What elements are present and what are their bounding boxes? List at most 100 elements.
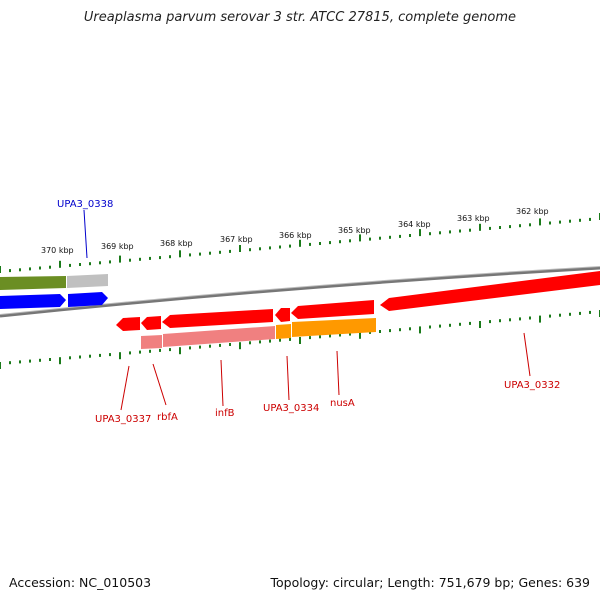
gene-upa3-0337[interactable] — [116, 317, 140, 331]
minor-tick — [319, 242, 321, 245]
leader-upa3-0334 — [286, 355, 290, 401]
major-tick — [359, 331, 361, 339]
gene-blue-a[interactable] — [0, 294, 66, 309]
minor-tick — [139, 257, 141, 261]
minor-tick — [429, 232, 431, 236]
minor-tick — [449, 230, 451, 234]
minor-tick — [399, 234, 401, 238]
gene-infb[interactable] — [162, 309, 273, 328]
kbp-label-366: 366 kbp — [279, 231, 312, 240]
kbp-label-369: 369 kbp — [101, 242, 134, 251]
minor-tick — [189, 253, 191, 257]
minor-tick — [439, 324, 441, 328]
leader-rbfa — [152, 363, 167, 406]
label-upa3-0334[interactable]: UPA3_0334 — [263, 403, 319, 414]
outer-tick-ruler — [0, 213, 600, 273]
minor-tick — [89, 262, 91, 266]
minor-tick — [589, 310, 591, 314]
minor-tick — [69, 356, 71, 360]
gene-orange-bar-b — [292, 318, 376, 337]
minor-tick — [169, 255, 171, 259]
gene-nusa[interactable] — [291, 300, 374, 319]
minor-tick — [529, 316, 531, 320]
minor-tick — [509, 225, 511, 229]
kbp-label-365: 365 kbp — [338, 226, 371, 235]
minor-tick — [589, 217, 591, 221]
major-tick — [179, 347, 181, 355]
kbp-label-group: 370 kbp 369 kbp 368 kbp 367 kbp 366 kbp … — [41, 207, 549, 255]
minor-tick — [9, 361, 11, 365]
major-tick — [419, 229, 421, 237]
kbp-label-368: 368 kbp — [160, 239, 193, 248]
kbp-label-370: 370 kbp — [41, 246, 74, 255]
minor-tick — [189, 346, 191, 350]
gene-upa3-0334[interactable] — [275, 308, 290, 322]
minor-tick — [329, 241, 331, 245]
minor-tick — [129, 351, 131, 355]
label-nusa[interactable]: nusA — [330, 398, 355, 409]
minor-tick — [139, 350, 141, 354]
minor-tick — [499, 226, 501, 229]
reverse-strand-genes — [116, 271, 600, 349]
label-rbfa[interactable]: rbfA — [157, 412, 178, 423]
minor-tick — [489, 226, 491, 230]
leader-upa3-0332 — [523, 332, 531, 377]
kbp-label-367: 367 kbp — [220, 235, 253, 244]
minor-tick — [309, 336, 311, 340]
label-upa3-0337[interactable]: UPA3_0337 — [95, 414, 151, 425]
gene-blue-b[interactable] — [68, 292, 108, 307]
minor-tick — [9, 269, 11, 273]
minor-tick — [229, 249, 231, 253]
minor-tick — [349, 332, 351, 336]
backbone-highlight — [0, 266, 600, 315]
minor-tick — [429, 325, 431, 329]
minor-tick — [289, 244, 291, 248]
minor-tick — [409, 234, 411, 237]
minor-tick — [389, 235, 391, 239]
minor-tick — [549, 221, 551, 225]
minor-tick — [259, 340, 261, 344]
major-tick — [0, 266, 1, 273]
minor-tick — [79, 263, 81, 266]
accession-text: Accession: NC_010503 — [9, 575, 152, 590]
leader-nusa — [336, 350, 340, 396]
minor-tick — [499, 319, 501, 323]
minor-tick — [369, 237, 371, 241]
major-tick — [239, 245, 241, 252]
map-title: Ureaplasma parvum serovar 3 str. ATCC 27… — [83, 10, 517, 25]
minor-tick — [159, 256, 161, 260]
minor-tick — [389, 329, 391, 333]
backbone-arc — [0, 266, 600, 318]
minor-tick — [459, 322, 461, 326]
minor-tick — [19, 360, 21, 364]
gene-rbfa[interactable] — [141, 316, 161, 330]
label-upa3-0338[interactable]: UPA3_0338 — [57, 199, 113, 210]
minor-tick — [279, 245, 281, 249]
gene-upa3-0332[interactable] — [380, 271, 600, 311]
minor-tick — [439, 231, 441, 235]
minor-tick — [409, 327, 411, 331]
minor-tick — [199, 252, 201, 256]
kbp-label-364: 364 kbp — [398, 220, 431, 229]
minor-tick — [99, 353, 101, 357]
minor-tick — [69, 263, 71, 267]
major-tick — [419, 326, 421, 334]
gene-grey-forward[interactable] — [67, 274, 108, 288]
minor-tick — [399, 328, 401, 332]
minor-tick — [279, 338, 281, 342]
major-tick — [0, 362, 1, 369]
label-infb[interactable]: infB — [215, 408, 235, 419]
minor-tick — [99, 261, 101, 265]
major-tick — [479, 223, 481, 231]
minor-tick — [199, 345, 201, 349]
minor-tick — [459, 229, 461, 233]
minor-tick — [19, 268, 21, 272]
minor-tick — [529, 223, 531, 227]
major-tick — [539, 315, 541, 323]
gene-green-forward[interactable] — [0, 276, 66, 290]
minor-tick — [209, 344, 211, 348]
label-upa3-0332[interactable]: UPA3_0332 — [504, 380, 560, 391]
leader-lines — [83, 209, 531, 411]
minor-tick — [109, 260, 111, 264]
